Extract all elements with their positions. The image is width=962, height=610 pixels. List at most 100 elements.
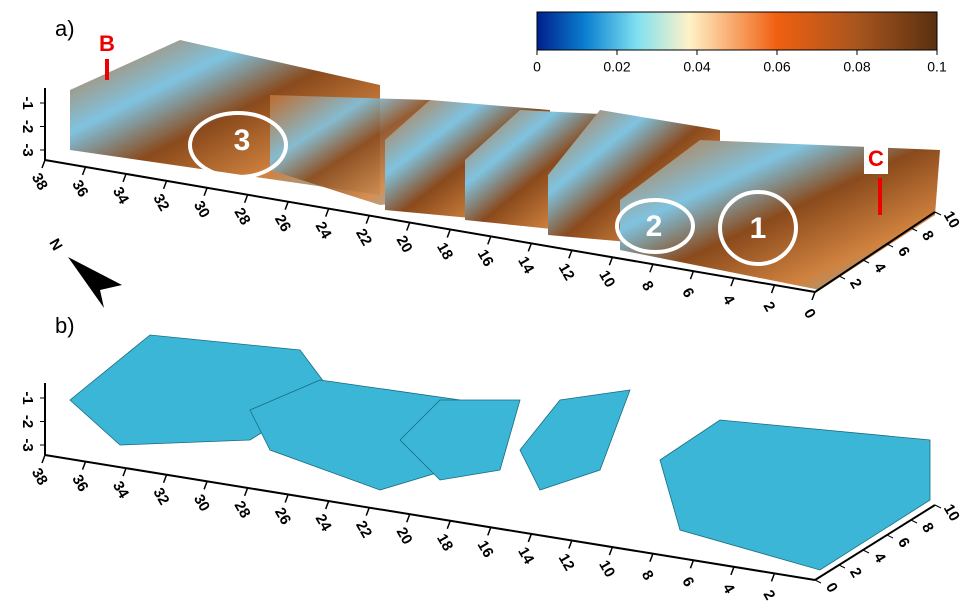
north-label: N	[45, 236, 65, 254]
x-tick-label: 26	[271, 505, 294, 528]
z-tick-label: -3	[19, 143, 36, 156]
x-tick	[83, 462, 86, 470]
colorbar-tick-label: 0.1	[927, 59, 947, 75]
x-tick-label: 32	[150, 485, 173, 508]
x-tick-label: 4	[719, 581, 738, 597]
depth-tick	[863, 550, 869, 553]
x-tick-label: 10	[595, 557, 618, 580]
x-tick	[366, 508, 369, 516]
depth-tick	[887, 535, 893, 538]
x-tick	[650, 554, 653, 562]
x-tick	[123, 468, 126, 476]
region-label: 1	[750, 212, 767, 245]
z-tick-label: -2	[19, 120, 36, 133]
volume-b	[70, 335, 930, 570]
x-tick	[407, 223, 410, 231]
x-tick-label: 36	[68, 177, 91, 200]
x-tick-label: 30	[190, 198, 213, 221]
x-tick	[488, 236, 491, 244]
x-tick	[83, 167, 86, 175]
x-tick	[528, 534, 531, 542]
x-tick-label: 34	[109, 478, 132, 502]
x-tick	[609, 547, 612, 555]
depth-tick	[935, 212, 941, 215]
marker-label: C	[868, 146, 884, 171]
depth-tick-label: 0	[822, 580, 841, 596]
x-tick-label: 24	[312, 511, 335, 535]
x-tick	[488, 527, 491, 535]
x-tick-label: 10	[595, 268, 618, 291]
x-tick-label: 30	[190, 492, 213, 515]
x-tick	[447, 229, 450, 237]
x-tick-label: 6	[678, 574, 697, 590]
colorbar-tick-label: 0.04	[683, 59, 710, 75]
region-label: 3	[234, 124, 251, 157]
x-tick-label: 28	[231, 498, 254, 521]
x-tick-label: 38	[28, 170, 51, 193]
x-tick-label: 14	[514, 254, 537, 278]
colorbar	[537, 12, 937, 50]
depth-tick	[839, 276, 845, 279]
x-tick	[285, 202, 288, 210]
x-tick	[366, 216, 369, 224]
depth-tick-label: 10	[940, 501, 962, 524]
x-tick	[447, 521, 450, 529]
x-tick-label: 0	[800, 306, 819, 322]
depth-tick-label: 6	[894, 244, 913, 260]
x-tick-label: 14	[514, 544, 537, 568]
depth-tick-label: 8	[918, 228, 937, 244]
x-tick-label: 32	[150, 191, 173, 214]
depth-tick	[911, 520, 917, 523]
z-tick-label: -1	[19, 96, 36, 109]
x-tick-label: 20	[393, 524, 416, 547]
x-tick	[407, 514, 410, 522]
x-tick-label: 26	[271, 212, 294, 235]
x-tick	[326, 501, 329, 509]
depth-tick-label: 10	[940, 208, 962, 231]
x-tick	[164, 181, 167, 189]
z-tick-label: -2	[19, 415, 36, 428]
x-tick-label: 2	[759, 587, 778, 603]
colorbar-tick-label: 0.06	[763, 59, 790, 75]
x-tick-label: 2	[759, 299, 778, 315]
x-tick-label: 18	[433, 531, 456, 554]
x-tick-label: 34	[109, 184, 132, 208]
x-tick	[528, 243, 531, 251]
x-tick	[164, 475, 167, 483]
x-tick	[569, 541, 572, 549]
x-tick	[245, 195, 248, 203]
depth-tick	[839, 565, 845, 568]
x-tick	[326, 209, 329, 217]
depth-tick	[815, 580, 821, 583]
x-tick	[123, 174, 126, 182]
z-tick-label: -1	[19, 391, 36, 404]
x-tick-label: 4	[719, 292, 738, 308]
depth-tick-label: 2	[846, 565, 865, 581]
x-tick-label: 18	[433, 240, 456, 263]
x-tick	[245, 488, 248, 496]
x-tick-label: 12	[555, 551, 578, 574]
x-tick	[690, 271, 693, 279]
depth-tick-label: 8	[918, 520, 937, 536]
x-tick	[609, 257, 612, 265]
x-tick-label: 28	[231, 205, 254, 228]
x-tick-label: 24	[312, 219, 335, 243]
depth-tick-label: 6	[894, 535, 913, 551]
depth-tick-label: 4	[870, 550, 889, 566]
region-label: 2	[646, 210, 663, 243]
depth-tick-label: 2	[846, 276, 865, 292]
x-tick	[690, 560, 693, 568]
x-tick	[42, 160, 45, 168]
depth-tick	[935, 505, 941, 508]
z-tick-label: -3	[19, 438, 36, 451]
x-tick-label: 16	[474, 538, 497, 561]
x-tick	[731, 278, 734, 286]
figure: 00.020.040.060.080.1a)383634323028262422…	[0, 0, 962, 610]
x-tick-label: 8	[638, 278, 657, 294]
x-tick	[771, 285, 774, 293]
marker-label: B	[99, 31, 115, 56]
panel-label: b)	[55, 313, 75, 338]
panel-label: a)	[55, 16, 75, 41]
x-tick-label: 38	[28, 465, 51, 488]
x-tick-label: 16	[474, 247, 497, 270]
